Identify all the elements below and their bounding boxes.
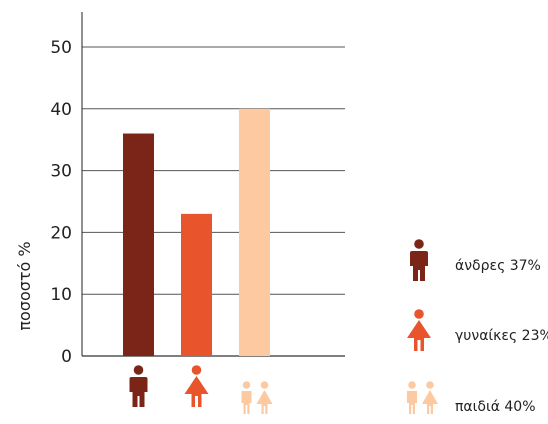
legend-label: άνδρες 37% — [455, 258, 541, 274]
woman-icon — [407, 309, 431, 351]
woman-icon — [184, 365, 209, 407]
category-icons — [129, 365, 273, 414]
man-icon — [410, 239, 428, 281]
bar-1 — [123, 133, 154, 356]
bar-3 — [239, 108, 270, 356]
y-tick-label: 40 — [50, 100, 72, 120]
bar-2 — [181, 213, 212, 356]
bars — [123, 108, 270, 356]
legend-label: παιδιά 40% — [455, 399, 536, 415]
y-axis-label: ποσοστό % — [15, 241, 34, 330]
y-tick-label: 30 — [50, 162, 72, 182]
children-icon — [241, 381, 273, 414]
children-icon — [407, 381, 438, 414]
y-tick-label: 20 — [50, 223, 72, 243]
legend: άνδρες 37% γυναίκες 23% παιδιά 40% — [407, 239, 548, 415]
y-tick-label: 10 — [50, 285, 72, 305]
y-tick-labels: 0 10 20 30 40 50 — [50, 38, 72, 367]
grid-lines — [82, 46, 345, 357]
y-tick-label: 0 — [61, 347, 72, 367]
y-tick-label: 50 — [50, 38, 72, 58]
legend-label: γυναίκες 23% — [455, 328, 548, 344]
man-icon — [129, 365, 148, 407]
